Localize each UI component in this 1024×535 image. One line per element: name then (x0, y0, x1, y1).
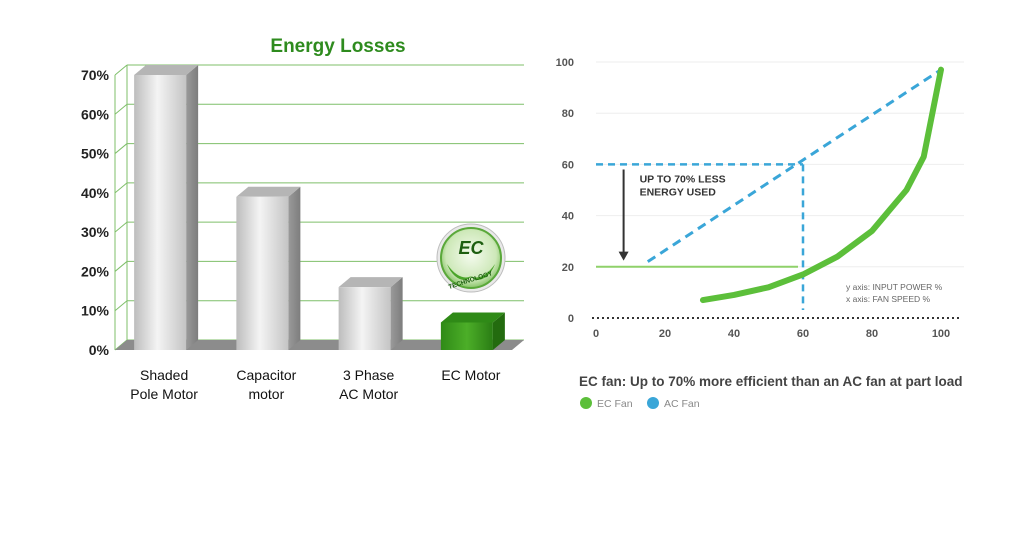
gridline-side (114, 300, 128, 312)
gridline-side (114, 64, 128, 76)
category-label-line: motor (248, 386, 284, 402)
category-label-line: 3 Phase (343, 367, 395, 383)
category-label-line: Capacitor (236, 367, 296, 383)
x-tick-label: 40 (728, 328, 740, 340)
bar-chart-title: Energy Losses (270, 36, 405, 57)
category-label: EC Motor (441, 367, 500, 383)
bar-front (236, 196, 289, 350)
gridline-side (114, 221, 128, 233)
y-tick-label: 80 (562, 108, 574, 120)
bar (134, 65, 199, 350)
chart-floor (115, 340, 524, 350)
leaf-icon (447, 264, 471, 280)
y-tick-label: 70% (81, 67, 110, 83)
y-tick-label: 0 (568, 313, 574, 325)
x-tick-label: 0 (593, 328, 599, 340)
y-tick-label: 50% (81, 146, 110, 162)
bar-front (440, 322, 493, 350)
bar-top (338, 277, 403, 288)
bar-front (134, 75, 187, 350)
x-tick-label: 80 (866, 328, 878, 340)
category-label: Shaded Pole Motor (130, 367, 198, 402)
gridline-side (114, 103, 128, 115)
category-label: 3 Phase AC Motor (339, 367, 398, 402)
ec-technology-badge: EC TECHNOLOGY (436, 223, 506, 293)
category-label: Capacitor motor (236, 367, 296, 402)
annotation-text: UP TO 70% LESS ENERGY USED (640, 174, 726, 199)
bar-top (440, 312, 505, 323)
bar-side (390, 277, 403, 350)
y-tick-label: 10% (81, 303, 110, 319)
series-ec-fan-line (699, 66, 944, 304)
bar-side (492, 312, 505, 350)
badge-main-text: EC (458, 238, 484, 258)
bar-side (186, 65, 199, 350)
bar (338, 277, 403, 350)
y-tick-label: 0% (89, 342, 110, 358)
y-tick-label: 40% (81, 185, 110, 201)
y-tick-label: 40 (562, 211, 574, 223)
category-label-line: Pole Motor (130, 386, 198, 402)
bar-front (338, 287, 391, 350)
ec-vs-ac-fan-line-chart: UP TO 70% LESS ENERGY USED 0 20 40 60 80 100 0 2… (556, 57, 964, 410)
leaf-icon (471, 264, 495, 280)
x-tick-label: 100 (932, 328, 950, 340)
category-label-line: AC Motor (339, 386, 398, 402)
legend-ac-fan-label: AC Fan (664, 398, 700, 410)
bar-top (236, 186, 301, 197)
bar (440, 312, 505, 350)
annotation-line: ENERGY USED (640, 187, 717, 199)
energy-losses-bar-chart: Energy Losses 0% 10% 20% 30% 40% 50% 60% 70% Sh… (81, 36, 524, 402)
legend-ec-fan-swatch (580, 397, 592, 409)
series-ac-fan-line (646, 68, 942, 263)
category-label-line: EC Motor (441, 367, 500, 383)
bar-side (288, 186, 301, 350)
y-tick-label: 100 (556, 57, 574, 69)
legend-ac-fan-swatch (647, 397, 659, 409)
legend: EC Fan AC Fan (580, 397, 700, 410)
x-tick-label: 60 (797, 328, 809, 340)
badge-face (440, 227, 502, 289)
y-tick-label: 20 (562, 262, 574, 274)
y-tick-label: 60 (562, 159, 574, 171)
gridline-side (114, 143, 128, 154)
bar (236, 186, 301, 350)
x-tick-label: 20 (659, 328, 671, 340)
legend-ec-fan-label: EC Fan (597, 398, 633, 410)
axis-note: x axis: FAN SPEED % (846, 294, 931, 304)
gridline-side (114, 261, 128, 272)
y-tick-label: 60% (81, 106, 110, 122)
category-label-line: Shaded (140, 367, 188, 383)
annotation-line: UP TO 70% LESS (640, 174, 726, 186)
arrow-down-icon (618, 251, 629, 261)
y-tick-label: 20% (81, 263, 110, 279)
axis-note: y axis: INPUT POWER % (846, 282, 943, 292)
gridline-side (114, 182, 128, 194)
line-chart-caption: EC fan: Up to 70% more efficient than an… (579, 374, 963, 389)
bar-top (134, 65, 199, 75)
y-tick-label: 30% (81, 224, 110, 240)
